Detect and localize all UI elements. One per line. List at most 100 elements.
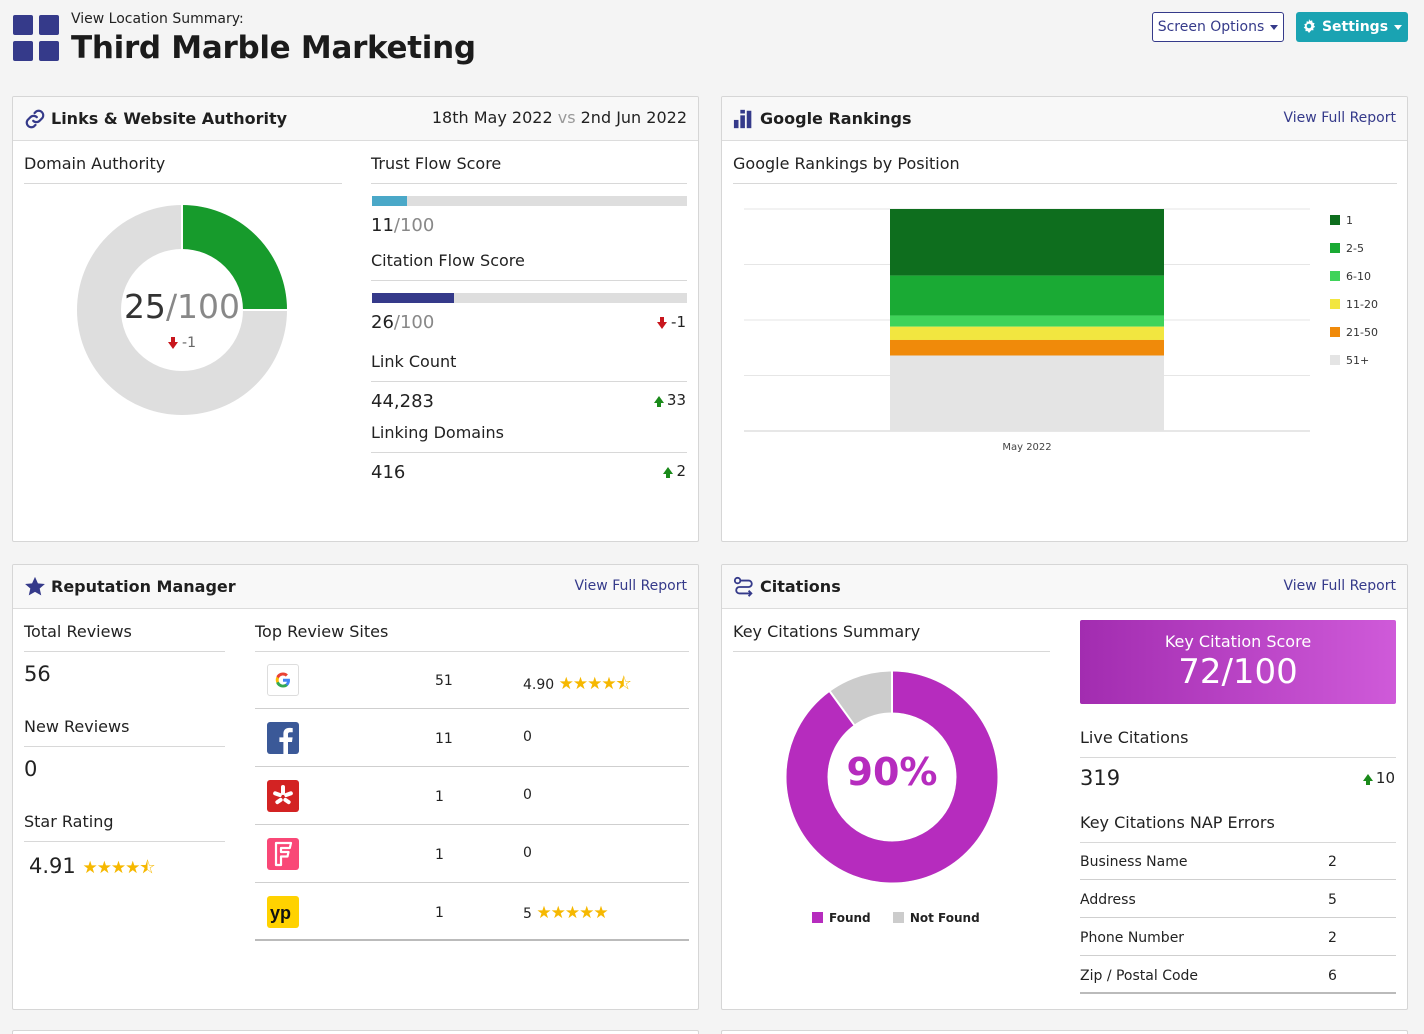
link-count-value: 44,283 [371,391,434,412]
bar-segment-6-10[interactable] [890,315,1164,327]
foursquare-icon [267,838,299,870]
review-rating: 4.90 ★★★★⯪ [523,671,632,700]
rating-number: 4.90 [523,677,555,693]
legend-swatch [1330,299,1340,309]
live-delta: 10 [1375,769,1395,787]
caret-down-icon [1394,24,1403,30]
review-site-row: 1 0 [255,767,689,825]
da-max: /100 [165,287,241,326]
key-citation-score-value: 72/100 [1178,652,1298,692]
domain-authority-label: Domain Authority [24,154,166,173]
key-citation-score-label: Key Citation Score [1164,632,1312,651]
nap-label: Business Name [1080,854,1188,870]
arrow-up-icon [663,467,674,478]
citations-panel-header: Citations View Full Report [722,565,1407,609]
bar-segment-1[interactable] [890,209,1164,276]
divider [733,651,1050,652]
citation-flow-label: Citation Flow Score [371,251,525,270]
links-panel-title: Links & Website Authority [51,109,288,128]
arrow-up-icon [653,396,664,407]
page-header: View Location Summary: Third Marble Mark… [0,0,1424,90]
domain-authority-donut [77,205,287,415]
x-tick-label: May 2022 [1002,442,1051,453]
rankings-view-full-report-link[interactable]: View Full Report [1283,110,1396,126]
screen-options-button[interactable]: Screen Options [1152,12,1284,42]
linking-domains-delta: 2 [663,462,686,480]
new-reviews-label: New Reviews [24,717,130,736]
legend-swatch-found [812,912,823,923]
next-panel-left [12,1030,699,1034]
da-delta: -1 [182,335,196,351]
review-count: 51 [435,673,453,689]
citations-legend: Found Not Found [812,911,980,925]
legend-swatch [1330,243,1340,253]
link-icon [25,109,45,129]
nap-value: 2 [1328,854,1337,870]
citations-view-full-report-link[interactable]: View Full Report [1283,578,1396,594]
arrow-down-icon [168,337,179,349]
divider [255,651,689,652]
facebook-icon [267,722,299,754]
rating-number: 0 [523,729,532,745]
caret-down-icon [1270,24,1279,30]
review-rating: 0 [523,787,532,803]
google-rankings-panel: Google Rankings View Full Report Google … [721,96,1408,542]
divider [24,651,225,652]
legend-swatch [1330,355,1340,365]
links-panel-header: Links & Website Authority 18th May 2022 … [13,97,698,141]
reputation-view-full-report-link[interactable]: View Full Report [574,578,687,594]
star-rating-value: 4.91 ★★★★⯪ [29,854,156,884]
gear-icon [1303,19,1316,33]
review-rating: 5 ★★★★★ [523,903,609,923]
legend-label: 6-10 [1346,270,1371,283]
live-citations-value: 319 [1080,766,1121,790]
review-rating: 0 [523,845,532,861]
domain-authority-value: 25/100 [77,287,287,326]
next-panel-right [721,1030,1408,1034]
dashboard-grid-icon [13,15,61,63]
nap-row: Address 5 [1080,880,1396,918]
linking-domains-value: 416 [371,462,406,483]
key-citations-summary-label: Key Citations Summary [733,622,921,641]
date-from: 18th May 2022 [431,108,553,127]
legend-not-found-label: Not Found [909,911,980,925]
star-rating-label: Star Rating [24,812,114,831]
donut-separator [827,689,857,728]
links-panel: Links & Website Authority 18th May 2022 … [12,96,699,542]
nap-value: 2 [1328,930,1337,946]
settings-label: Settings [1321,19,1389,35]
yelp-icon [267,780,299,812]
bar-segment-51+[interactable] [890,355,1164,431]
divider [24,841,225,842]
ld-delta: 2 [676,462,686,480]
rankings-panel-title: Google Rankings [760,109,912,128]
legend-label: 11-20 [1346,298,1378,311]
rankings-panel-header: Google Rankings View Full Report [722,97,1407,141]
star-rating-number: 4.91 [29,854,76,878]
cf-max: /100 [393,312,435,333]
reputation-panel-header: Reputation Manager View Full Report [13,565,698,609]
divider [1080,757,1396,758]
legend-label: 51+ [1346,354,1369,367]
legend-swatch [1330,327,1340,337]
legend-found-label: Found [829,911,871,925]
nap-label: Address [1080,892,1136,908]
bar-segment-2-5[interactable] [890,275,1164,316]
trust-flow-value: 11/100 [371,215,434,236]
review-site-row: 11 0 [255,709,689,767]
legend-label: 1 [1346,214,1353,227]
bar-segment-21-50[interactable] [890,339,1164,356]
top-review-sites-label: Top Review Sites [255,622,389,641]
divider [24,746,225,747]
review-count: 1 [435,789,444,805]
tf-value: 11 [371,215,394,236]
date-range: 18th May 2022 vs 2nd Jun 2022 [432,108,687,127]
citation-flow-delta: -1 [657,313,686,331]
arrow-down-icon [657,317,668,329]
bar-segment-11-20[interactable] [890,326,1164,340]
trust-flow-bar-fill [372,196,407,206]
settings-button[interactable]: Settings [1296,12,1408,42]
total-reviews-label: Total Reviews [24,622,132,641]
live-citations-delta: 10 [1362,769,1395,787]
citation-flow-bar [372,293,687,303]
